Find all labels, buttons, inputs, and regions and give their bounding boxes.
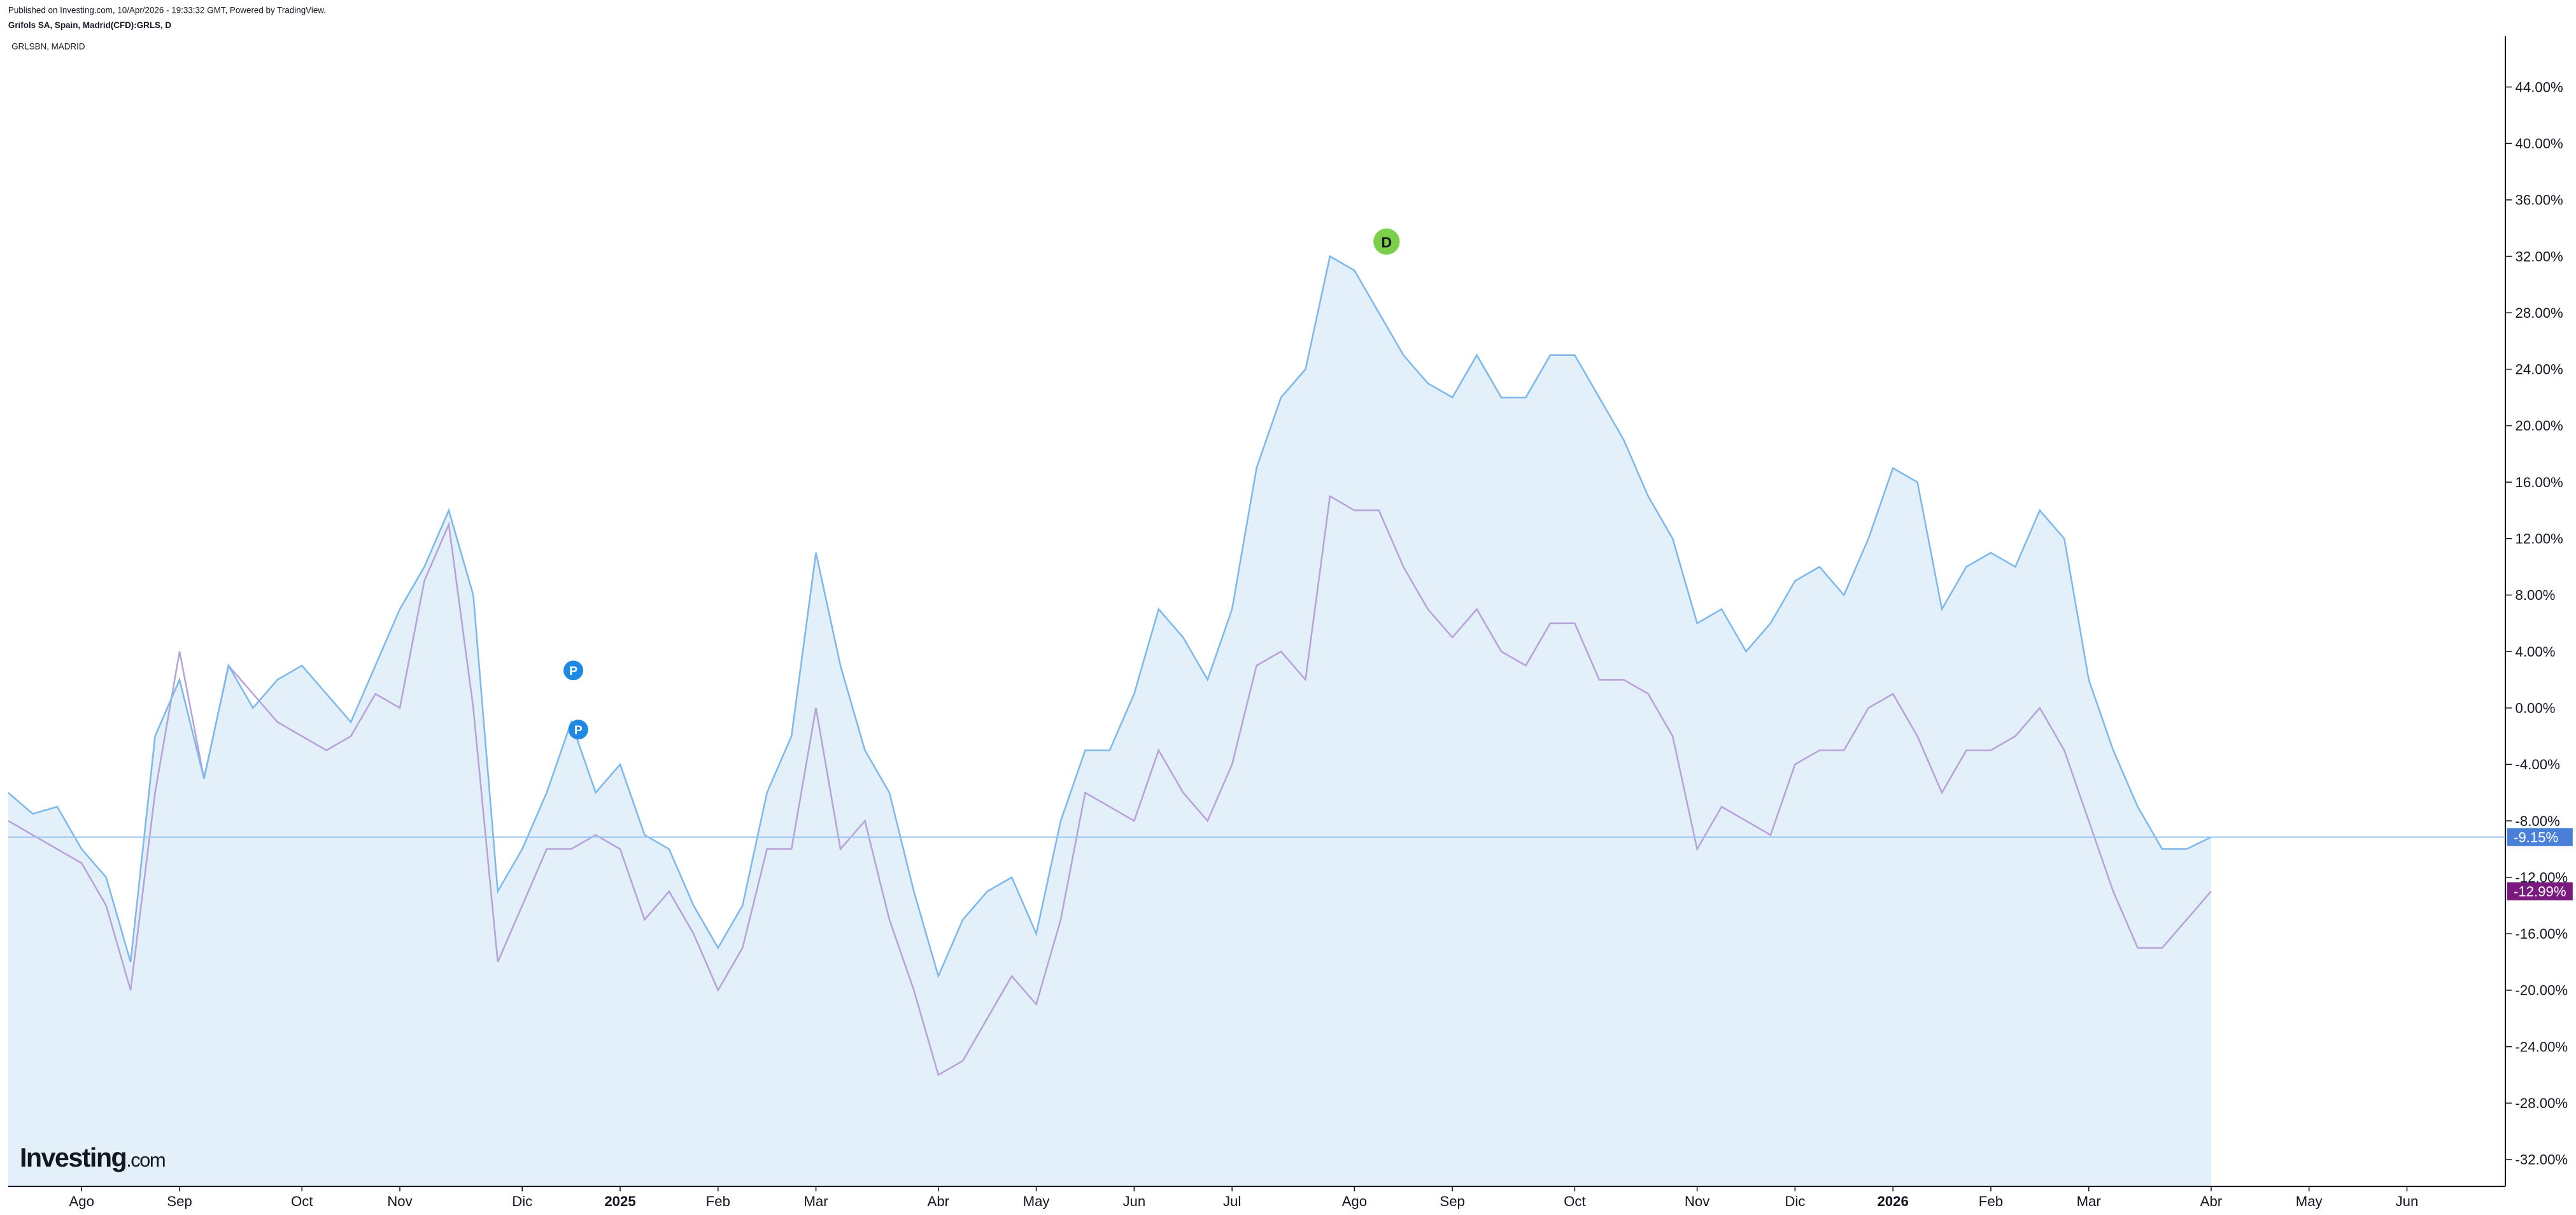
x-tick-label: May: [1023, 1193, 1051, 1209]
chart-title: Grifols SA, Spain, Madrid(CFD):GRLS, D: [8, 20, 172, 30]
x-tick-label: Jun: [1122, 1193, 1145, 1209]
plot: [8, 255, 2212, 1187]
y-tick-label: -32.00%: [2516, 1152, 2568, 1168]
y-tick-label: -20.00%: [2516, 983, 2568, 998]
x-tick-label: May: [2296, 1193, 2323, 1209]
x-tick-label: Sep: [167, 1193, 192, 1209]
logo-suffix: .com: [126, 1149, 165, 1171]
event-label: P: [569, 664, 577, 678]
y-tick-label: -4.00%: [2516, 757, 2560, 772]
y-tick-label: -8.00%: [2516, 813, 2560, 829]
x-tick-label: Nov: [387, 1193, 413, 1209]
x-tick-label: Abr: [928, 1193, 950, 1209]
x-tick-label: Jun: [2396, 1193, 2419, 1209]
y-tick-label: 32.00%: [2516, 248, 2563, 264]
y-tick-label: 36.00%: [2516, 192, 2563, 208]
x-tick-label: 2025: [604, 1193, 635, 1209]
x-tick-label: 2026: [1877, 1193, 1908, 1209]
y-tick-label: 12.00%: [2516, 531, 2563, 547]
y-tick-label: 4.00%: [2516, 644, 2556, 660]
x-tick-label: Ago: [69, 1193, 94, 1209]
x-tick-label: Mar: [803, 1193, 828, 1209]
x-tick-label: Abr: [2200, 1193, 2223, 1209]
y-tick-label: -28.00%: [2516, 1095, 2568, 1111]
logo: Investing.com: [20, 1143, 165, 1172]
series-line: [8, 255, 2212, 979]
last-value-label: -12.99%: [2514, 883, 2566, 899]
y-tick-label: 16.00%: [2516, 474, 2563, 490]
y-tick-label: -24.00%: [2516, 1039, 2568, 1055]
y-tick-label: -16.00%: [2516, 926, 2568, 942]
event-label: P: [574, 723, 583, 737]
x-tick-label: Ago: [1342, 1193, 1367, 1209]
event-marker: [568, 720, 588, 740]
y-tick-label: 40.00%: [2516, 136, 2563, 152]
area: [8, 256, 2211, 1187]
x-tick-label: Jul: [1223, 1193, 1241, 1209]
series-name: GRLSBN, MADRID: [11, 41, 85, 51]
last-value-box: [2507, 828, 2573, 846]
last-value-label: -9.15%: [2514, 829, 2558, 845]
x-tick-label: Feb: [706, 1193, 730, 1209]
x-tick-label: Mar: [2077, 1193, 2102, 1209]
event-marker: [1373, 228, 1400, 255]
x-tick-label: Dic: [1785, 1193, 1805, 1209]
x-tick-label: Sep: [1440, 1193, 1464, 1209]
logo-name: Investing: [20, 1143, 126, 1172]
event-label: D: [1381, 234, 1392, 250]
x-tick-label: Dic: [512, 1193, 532, 1209]
x-tick-label: Feb: [1979, 1193, 2003, 1209]
y-tick-label: 28.00%: [2516, 305, 2563, 321]
y-tick-label: 0.00%: [2516, 700, 2556, 716]
x-tick-label: Oct: [1564, 1193, 1586, 1209]
y-tick-label: 20.00%: [2516, 418, 2563, 434]
x-tick-label: Oct: [291, 1193, 313, 1209]
series-line: [8, 495, 2212, 1076]
y-tick-label: 8.00%: [2516, 587, 2556, 603]
y-tick-label: 44.00%: [2516, 79, 2563, 95]
x-tick-label: Nov: [1685, 1193, 1710, 1209]
event-marker: [563, 660, 584, 681]
published-note: Published on Investing.com, 10/Apr/2026 …: [8, 6, 326, 15]
y-tick-label: 24.00%: [2516, 362, 2563, 378]
last-value-box: [2507, 882, 2573, 900]
